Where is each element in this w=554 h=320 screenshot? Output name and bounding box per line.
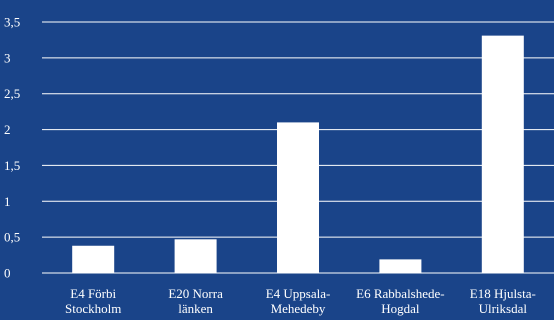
bars [72,35,524,274]
bar-2 [277,122,319,274]
x-category-label-line: Stockholm [65,301,121,316]
bar-4 [481,35,524,273]
y-tick-label: 1,5 [4,158,20,173]
bar-0 [72,245,115,273]
x-category-label: E18 Hjulsta-Ulriksdal [470,286,536,316]
x-category-label: E20 Norra länken [168,286,223,316]
y-tick-label: 0,5 [4,230,20,245]
bar-1 [174,239,217,273]
x-category-label-line: Mehedeby [271,301,326,316]
x-category-label-line: Hogdal [381,301,420,316]
y-tick-label: 3 [4,50,11,65]
x-category-label-line: E20 Norra [168,286,223,301]
y-tick-label: 2,5 [4,86,20,101]
x-category-label-line: länken [178,301,213,316]
x-category-label-line: E4 Uppsala- [266,286,331,301]
y-tick-label: 2 [4,122,11,137]
y-tick-label: 3,5 [4,15,20,30]
x-category-label-line: Ulriksdal [479,301,528,316]
y-tick-label: 0 [4,266,11,281]
x-category-label: E4 Uppsala-Mehedeby [266,286,331,316]
x-category-label: E6 Rabbalshede-Hogdal [356,286,444,316]
x-category-label-line: E6 Rabbalshede- [356,286,444,301]
bar-3 [379,259,422,273]
x-category-label: E4 Förbi Stockholm [65,286,121,316]
y-tick-label: 1 [4,194,11,209]
x-category-label-line: E4 Förbi [70,286,116,301]
y-axis-ticks: 0 0,5 1 1,5 2 2,5 3 3,5 [4,15,20,281]
x-axis-labels: E4 Förbi Stockholm E20 Norra länken E4 Uppsa… [65,286,536,316]
x-category-label-line: E18 Hjulsta- [470,286,536,301]
